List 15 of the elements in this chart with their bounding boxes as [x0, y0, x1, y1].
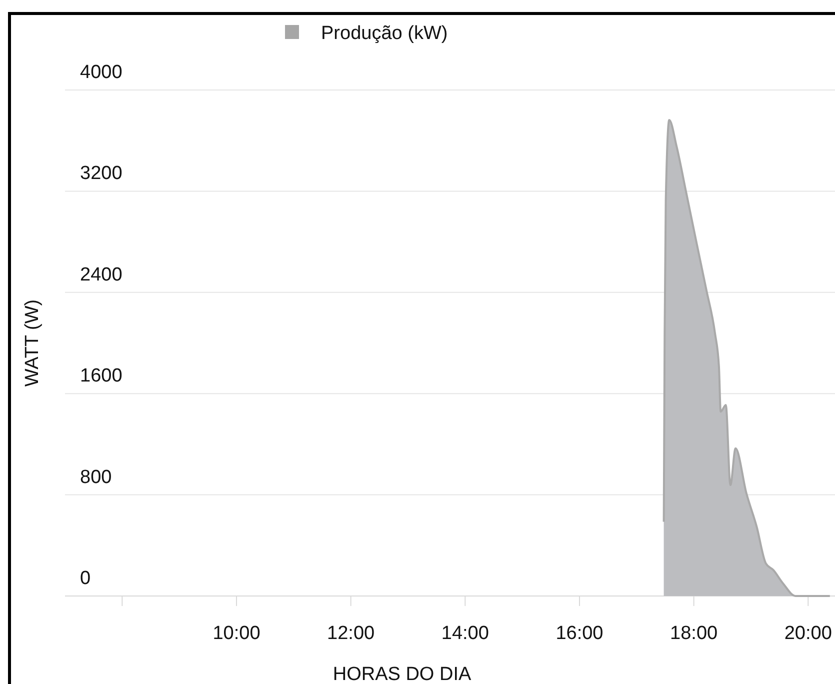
x-tick-label: 14:00 [441, 623, 489, 644]
y-tick-label: 800 [80, 466, 112, 488]
x-tick-label: 16:00 [556, 623, 604, 644]
y-tick-label: 4000 [80, 62, 122, 83]
y-axis-title: WATT (W) [22, 299, 43, 387]
y-tick-label: 0 [80, 568, 91, 589]
y-tick-label: 2400 [80, 264, 122, 286]
x-tick-label: 18:00 [670, 623, 718, 644]
y-tick-label: 1600 [80, 366, 122, 387]
x-tick-label: 12:00 [327, 623, 375, 644]
x-tick-label: 10:00 [212, 623, 260, 644]
x-tick-label: 20:00 [784, 623, 832, 644]
x-axis-title: HORAS DO DIA [332, 664, 472, 684]
legend-label: Produção (kW) [321, 23, 448, 44]
y-tick-label: 3200 [80, 163, 122, 184]
